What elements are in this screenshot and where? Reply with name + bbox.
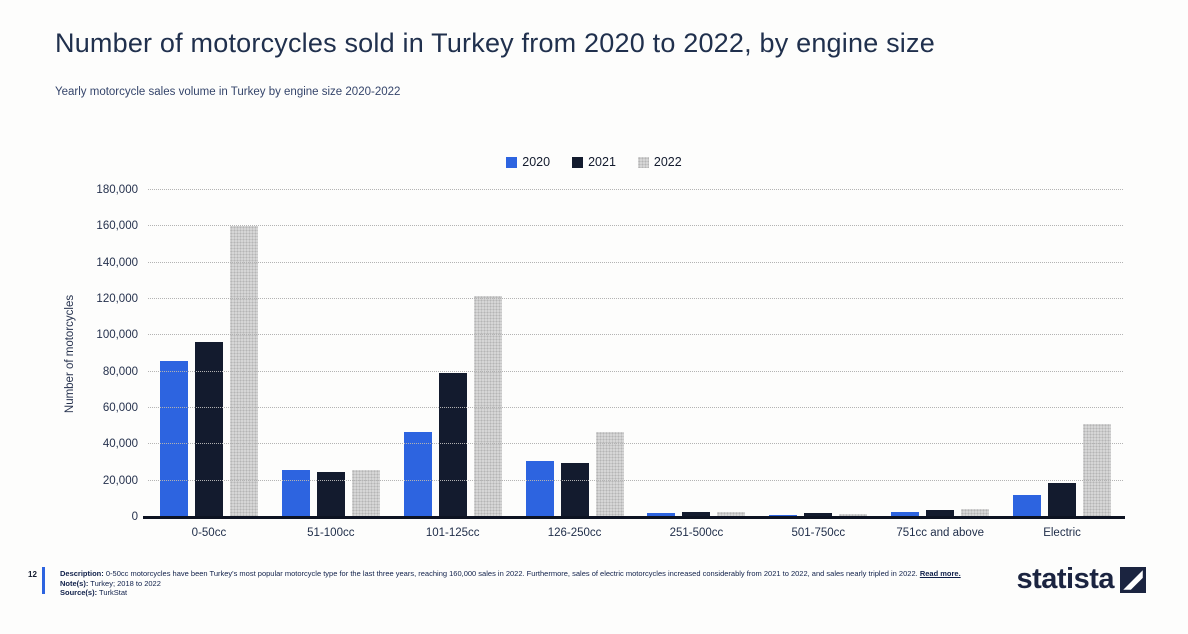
notes-line: Note(s): Turkey; 2018 to 2022 [60, 579, 972, 589]
legend-swatch-2022 [637, 156, 649, 168]
gridline-120000: 120,000 [96, 293, 1123, 305]
bar-126-250cc-2022 [595, 431, 624, 517]
x-axis-label: 51-100cc [307, 527, 355, 539]
bar-0-50cc-2020 [159, 360, 188, 517]
bar-751cc and above-2021 [926, 509, 955, 517]
bar-126-250cc-2021 [560, 462, 589, 517]
y-tick-label: 40,000 [102, 438, 138, 451]
y-tick-label: 100,000 [96, 329, 138, 342]
bar-group-126-250cc: 126-250cc [514, 190, 636, 539]
y-tick-label: 60,000 [102, 402, 138, 414]
x-axis-label: Electric [1043, 527, 1081, 539]
bar-0-50cc-2022 [229, 226, 258, 517]
page-number: 12 [28, 570, 37, 579]
bar-group-Electric: Electric [1001, 190, 1123, 539]
gridline-40000: 40,000 [103, 438, 1123, 450]
gridline-180000: 180,000 [96, 184, 1123, 196]
chart-title: Number of motorcycles sold in Turkey fro… [55, 28, 935, 58]
bar-501-750cc-2022 [839, 513, 868, 517]
y-tick-label: 180,000 [96, 184, 138, 196]
legend-swatch-2020 [506, 156, 518, 168]
bar-group-51-100cc: 51-100cc [270, 190, 392, 539]
bar-group-0-50cc: 0-50cc [148, 190, 270, 539]
legend: 2020 2021 2022 [0, 155, 1188, 169]
bar-group-251-500cc: 251-500cc [636, 190, 758, 539]
x-axis-label: 101-125cc [425, 527, 480, 539]
x-axis-label: 0-50cc [191, 527, 227, 539]
bar-501-750cc-2021 [804, 513, 833, 517]
gridline-80000: 80,000 [103, 366, 1123, 378]
bar-101-125cc-2021 [438, 373, 467, 517]
statista-logo-icon [1120, 566, 1146, 593]
bar-51-100cc-2022 [351, 469, 380, 517]
gridline-140000: 140,000 [96, 257, 1123, 269]
gridline-60000: 60,000 [103, 402, 1123, 414]
read-more-link[interactable]: Read more. [919, 569, 961, 578]
gridline-20000: 20,000 [103, 475, 1123, 487]
legend-label: 2022 [653, 155, 682, 169]
footer-accent-bar [42, 567, 45, 594]
bar-251-500cc-2020 [647, 513, 676, 517]
notes-label: Note(s): [60, 578, 89, 588]
y-tick-label: 0 [131, 511, 138, 523]
bar-chart-plot-area: 0-50cc 51-100cc 101-125cc 126-250cc 251-500c… [96, 184, 1125, 539]
bar-51-100cc-2021 [316, 471, 345, 517]
x-axis-label: 126-250cc [547, 527, 602, 539]
bar-101-125cc-2020 [403, 431, 432, 517]
legend-label: 2020 [522, 155, 551, 169]
legend-swatch-2021 [572, 156, 584, 168]
bar-751cc and above-2020 [891, 511, 920, 517]
legend-item-2021: 2021 [572, 155, 616, 169]
y-tick-label: 80,000 [102, 365, 138, 378]
legend-label: 2021 [588, 155, 616, 169]
bar-251-500cc-2022 [717, 511, 746, 517]
x-axis-label: 251-500cc [669, 527, 724, 539]
gridline-100000: 100,000 [96, 329, 1123, 341]
y-axis-title-text: Number of motorcycles [64, 294, 77, 413]
footer-text-block: Description: 0-50cc motorcycles have bee… [60, 569, 972, 598]
y-tick-label: 120,000 [96, 293, 138, 305]
description-label: Description: [60, 569, 104, 578]
statista-wordmark: statista [1016, 563, 1114, 595]
y-tick-label: 140,000 [96, 256, 138, 269]
x-axis-line [143, 516, 1125, 519]
bar-group-101-125cc: 101-125cc [392, 190, 514, 539]
bar-group-501-750cc: 501-750cc [757, 190, 879, 539]
bar-251-500cc-2021 [682, 512, 711, 517]
description-line: Description: 0-50cc motorcycles have bee… [60, 569, 972, 579]
bar-126-250cc-2020 [525, 460, 554, 517]
bar-Electric-2020 [1013, 495, 1042, 517]
notes-text: Turkey; 2018 to 2022 [90, 578, 161, 588]
legend-item-2020: 2020 [506, 155, 550, 169]
source-label: Source(s): [60, 588, 98, 597]
x-axis-label: 501-750cc [791, 527, 846, 539]
bar-groups: 0-50cc 51-100cc 101-125cc 126-250cc 251-500c… [148, 190, 1123, 539]
y-axis-title: Number of motorcycles [62, 190, 78, 517]
bar-51-100cc-2020 [281, 469, 310, 517]
x-axis-label: 751cc and above [896, 527, 984, 539]
chart-subtitle: Yearly motorcycle sales volume in Turkey… [55, 86, 401, 98]
bar-751cc and above-2022 [961, 508, 990, 517]
gridline-160000: 160,000 [96, 220, 1123, 232]
legend-item-2022: 2022 [637, 155, 682, 169]
source-text: TurkStat [99, 588, 128, 597]
bar-0-50cc-2021 [194, 341, 223, 517]
bar-Electric-2022 [1083, 424, 1112, 517]
bar-group-751cc and above: 751cc and above [879, 190, 1001, 539]
y-tick-label: 20,000 [102, 474, 138, 487]
y-tick-label: 160,000 [96, 220, 138, 233]
statista-branding: statista [1016, 563, 1146, 596]
description-text: 0-50cc motorcycles have been Turkey's mo… [105, 569, 918, 578]
bar-Electric-2021 [1048, 483, 1077, 517]
source-line: Source(s): TurkStat [60, 588, 972, 598]
